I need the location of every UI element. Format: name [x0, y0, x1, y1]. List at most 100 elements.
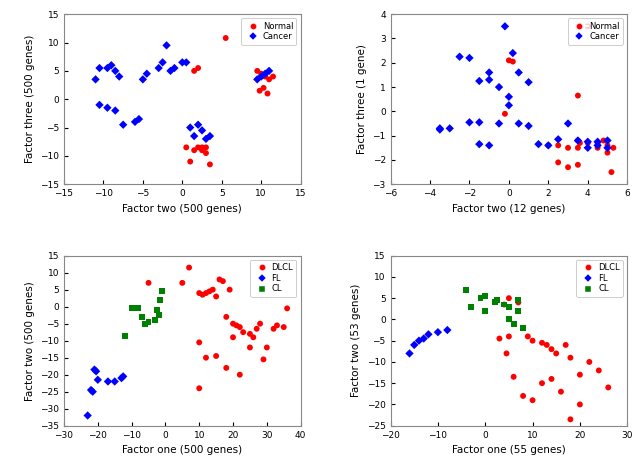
Point	[114, 73, 124, 80]
Point	[494, 335, 504, 342]
Point	[130, 118, 140, 126]
Point	[193, 144, 204, 151]
Point	[156, 296, 166, 304]
Y-axis label: Factor three (1 gene): Factor three (1 gene)	[357, 44, 367, 154]
Point	[602, 144, 612, 151]
Point	[524, 122, 534, 130]
Point	[255, 87, 265, 95]
Point	[494, 83, 504, 91]
Point	[245, 344, 255, 351]
Point	[198, 291, 208, 298]
Point	[466, 303, 476, 310]
Point	[110, 107, 120, 114]
Point	[553, 141, 563, 149]
Point	[593, 144, 603, 151]
Point	[118, 121, 128, 129]
Point	[409, 341, 419, 349]
Point	[504, 303, 514, 310]
Point	[508, 49, 518, 57]
Point	[120, 332, 130, 339]
Point	[527, 337, 538, 344]
Point	[252, 76, 262, 83]
Point	[602, 149, 612, 157]
Point	[127, 305, 137, 312]
Point	[513, 307, 524, 315]
Point	[221, 313, 232, 321]
Point	[445, 124, 455, 132]
Point	[575, 401, 585, 408]
Point	[150, 316, 161, 324]
Legend: DLCL, FL, CL: DLCL, FL, CL	[250, 260, 296, 297]
Point	[228, 320, 238, 327]
Point	[518, 392, 528, 400]
Point	[501, 350, 511, 357]
Point	[262, 344, 272, 351]
Point	[205, 161, 215, 168]
Point	[547, 345, 557, 353]
Point	[435, 126, 445, 133]
Point	[593, 141, 603, 149]
Point	[133, 305, 143, 312]
Point	[264, 67, 274, 75]
Point	[189, 132, 199, 140]
Point	[474, 140, 484, 148]
Point	[264, 76, 274, 83]
Point	[563, 120, 573, 127]
Point	[602, 137, 612, 144]
Point	[435, 124, 445, 132]
Point	[136, 313, 147, 321]
Point	[563, 164, 573, 171]
Point	[197, 144, 207, 151]
Point	[509, 373, 519, 381]
X-axis label: Factor two (500 genes): Factor two (500 genes)	[122, 204, 242, 214]
Point	[177, 59, 188, 66]
Point	[205, 132, 215, 140]
Point	[143, 318, 154, 326]
Point	[423, 331, 433, 338]
Point	[201, 135, 211, 143]
X-axis label: Factor one (500 genes): Factor one (500 genes)	[122, 445, 243, 455]
Point	[537, 379, 547, 387]
Point	[116, 374, 127, 382]
Y-axis label: Factor two (53 genes): Factor two (53 genes)	[351, 284, 361, 397]
Point	[181, 59, 191, 66]
Point	[194, 385, 204, 392]
Point	[504, 93, 514, 101]
Point	[194, 289, 204, 297]
Point	[91, 368, 101, 375]
Point	[563, 144, 573, 151]
X-axis label: Factor one (55 genes): Factor one (55 genes)	[452, 445, 566, 455]
Point	[184, 264, 194, 272]
Point	[602, 141, 612, 149]
Point	[490, 298, 500, 306]
Point	[154, 311, 164, 319]
Point	[582, 139, 593, 147]
Point	[201, 149, 211, 157]
Point	[152, 307, 162, 314]
Point	[537, 339, 547, 347]
Point	[543, 141, 554, 149]
Point	[541, 341, 552, 349]
Point	[118, 373, 128, 380]
Point	[225, 286, 235, 293]
Point	[508, 58, 518, 65]
Point	[465, 119, 475, 126]
Point	[504, 333, 514, 340]
Point	[499, 301, 509, 308]
Point	[140, 320, 150, 327]
Point	[204, 288, 214, 295]
Point	[573, 137, 583, 144]
Point	[465, 54, 475, 61]
Point	[256, 73, 266, 80]
Point	[518, 324, 528, 332]
Point	[565, 416, 575, 423]
Point	[513, 298, 524, 306]
Point	[573, 137, 583, 144]
Legend: DLCL, FL, CL: DLCL, FL, CL	[577, 260, 623, 297]
Point	[94, 101, 104, 109]
Point	[185, 124, 195, 131]
Point	[573, 161, 583, 168]
Point	[90, 76, 100, 83]
Point	[480, 307, 490, 315]
Point	[165, 67, 175, 75]
